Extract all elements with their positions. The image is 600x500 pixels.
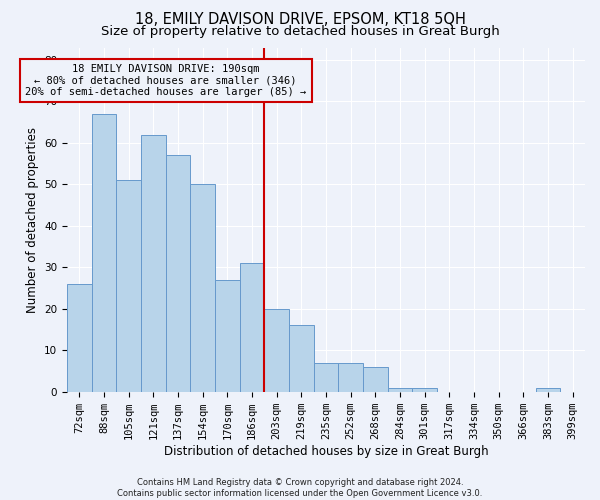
Bar	[363, 367, 388, 392]
Bar	[190, 184, 215, 392]
Text: Contains HM Land Registry data © Crown copyright and database right 2024.
Contai: Contains HM Land Registry data © Crown c…	[118, 478, 482, 498]
Bar	[289, 326, 314, 392]
Bar	[92, 114, 116, 392]
Bar	[67, 284, 92, 392]
X-axis label: Distribution of detached houses by size in Great Burgh: Distribution of detached houses by size …	[164, 444, 488, 458]
Bar	[141, 134, 166, 392]
Bar	[166, 156, 190, 392]
Bar	[215, 280, 240, 392]
Bar	[536, 388, 560, 392]
Text: Size of property relative to detached houses in Great Burgh: Size of property relative to detached ho…	[101, 25, 499, 38]
Bar	[240, 263, 265, 392]
Bar	[314, 362, 338, 392]
Bar	[388, 388, 412, 392]
Text: 18, EMILY DAVISON DRIVE, EPSOM, KT18 5QH: 18, EMILY DAVISON DRIVE, EPSOM, KT18 5QH	[134, 12, 466, 28]
Text: 18 EMILY DAVISON DRIVE: 190sqm
← 80% of detached houses are smaller (346)
20% of: 18 EMILY DAVISON DRIVE: 190sqm ← 80% of …	[25, 64, 307, 98]
Bar	[265, 309, 289, 392]
Y-axis label: Number of detached properties: Number of detached properties	[26, 126, 38, 312]
Bar	[116, 180, 141, 392]
Bar	[338, 362, 363, 392]
Bar	[412, 388, 437, 392]
